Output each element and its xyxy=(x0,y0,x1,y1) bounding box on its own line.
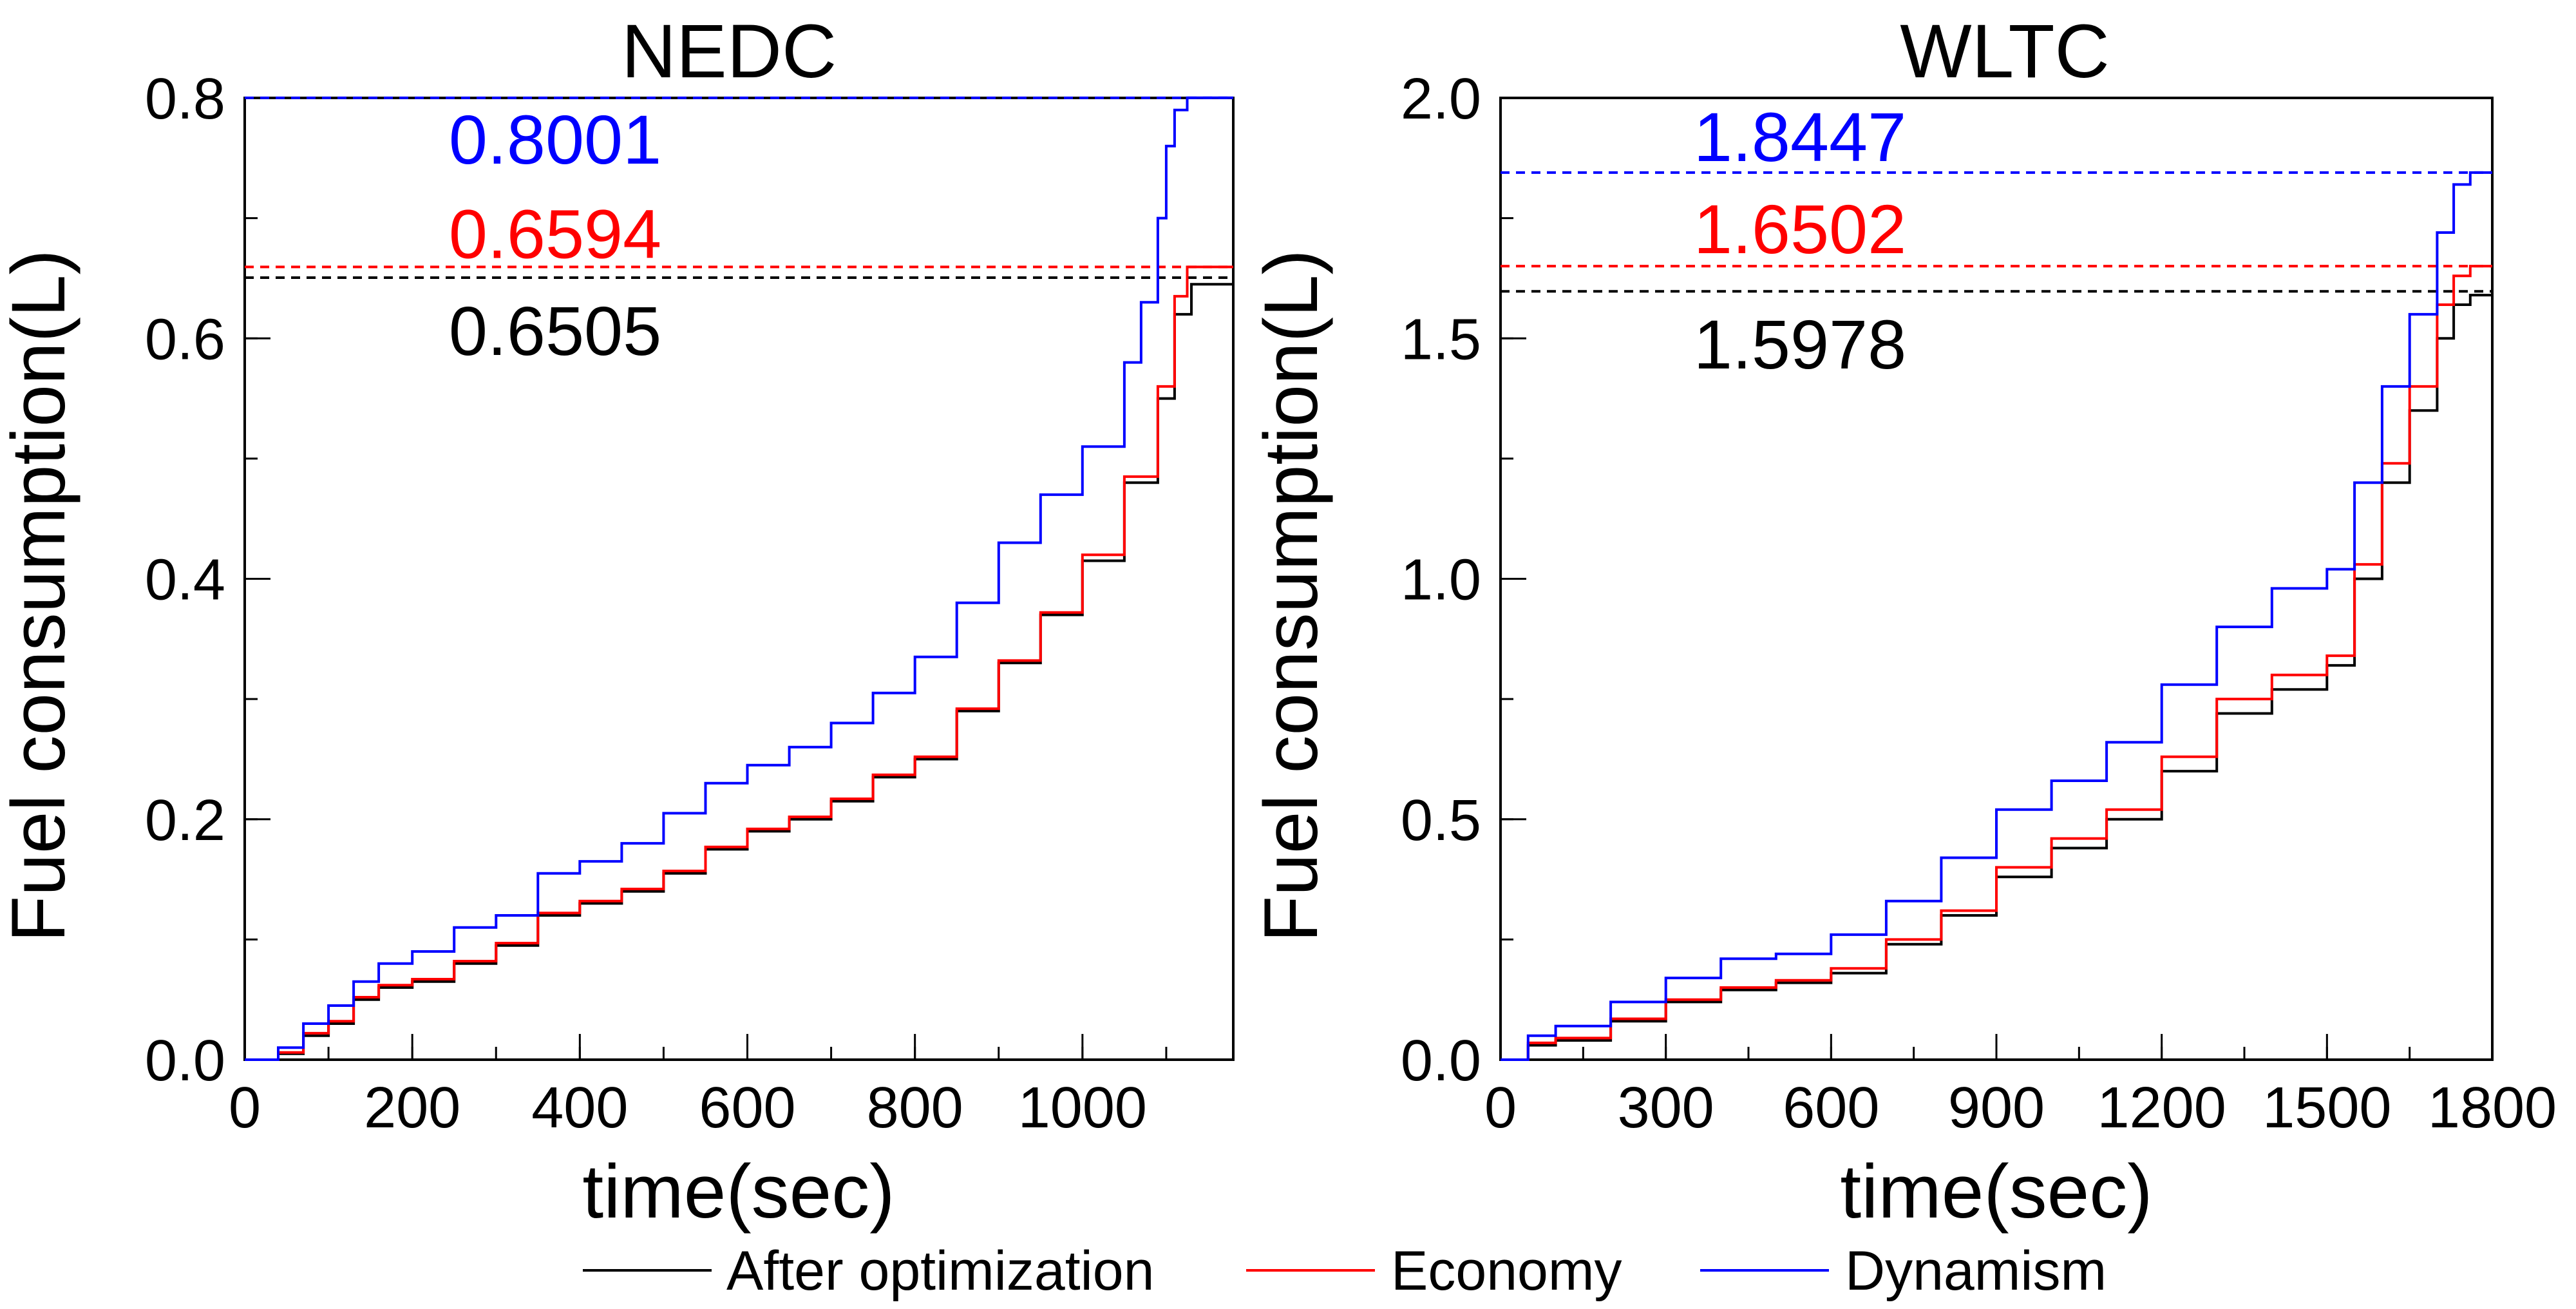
chart-title: NEDC xyxy=(621,9,837,94)
x-tick-label: 800 xyxy=(867,1076,963,1140)
chart-panel-nedc: NEDC time(sec) Fuel consumption(L) 0 200 4… xyxy=(0,9,1235,1234)
legend-label: After optimization xyxy=(726,1240,1154,1302)
x-tick-label: 900 xyxy=(1948,1076,2045,1140)
x-tick-label: 0 xyxy=(229,1076,261,1140)
y-tick-label: 0.0 xyxy=(1401,1029,1481,1093)
y-tick-label: 0.4 xyxy=(145,548,225,613)
x-axis-label: time(sec) xyxy=(582,1149,895,1234)
value-annotation: 0.8001 xyxy=(449,100,661,178)
y-tick-label: 0.2 xyxy=(145,788,225,853)
x-tick-label: 1000 xyxy=(1018,1076,1147,1140)
x-tick-label: 1800 xyxy=(2428,1076,2557,1140)
chart-panel-wltc: WLTC time(sec) Fuel consumption(L) 0 300 6… xyxy=(1249,9,2557,1234)
x-axis-label: time(sec) xyxy=(1840,1149,2152,1234)
value-annotation: 0.6505 xyxy=(449,292,661,370)
chart-title: WLTC xyxy=(1900,9,2110,94)
value-annotation: 1.6502 xyxy=(1694,190,1906,268)
y-tick-label: 2.0 xyxy=(1401,67,1481,131)
series-line-after-optimization xyxy=(1501,291,2494,1061)
x-tick-label: 400 xyxy=(531,1076,628,1140)
y-tick-label: 0.5 xyxy=(1401,788,1481,853)
x-tick-label: 1500 xyxy=(2262,1076,2391,1140)
value-annotation: 1.8447 xyxy=(1694,98,1906,176)
legend-label: Dynamism xyxy=(1845,1240,2107,1302)
legend-label: Economy xyxy=(1391,1240,1622,1302)
series-line-economy xyxy=(1501,265,2492,1061)
value-annotation: 0.6594 xyxy=(449,195,661,272)
value-annotation: 1.5978 xyxy=(1694,305,1906,383)
y-axis-label: Fuel consumption(L) xyxy=(0,249,81,942)
legend: After optimization Economy Dynamism xyxy=(583,1240,2107,1302)
y-tick-label: 0.0 xyxy=(145,1029,225,1093)
series-line-after-optimization xyxy=(245,278,1235,1061)
y-tick-label: 1.0 xyxy=(1401,548,1481,613)
x-tick-label: 1200 xyxy=(2098,1076,2226,1140)
y-tick-label: 1.5 xyxy=(1401,307,1481,372)
legend-entry-dynamism: Dynamism xyxy=(1700,1240,2107,1302)
y-tick-label: 0.6 xyxy=(145,307,225,372)
y-tick-label: 0.8 xyxy=(145,67,225,131)
plot-frame xyxy=(243,97,1235,1061)
x-tick-label: 0 xyxy=(1484,1076,1517,1140)
series-line-dynamism xyxy=(1501,171,2492,1061)
x-tick-label: 600 xyxy=(699,1076,795,1140)
y-axis-label: Fuel consumption(L) xyxy=(1249,249,1334,942)
legend-entry-economy: Economy xyxy=(1246,1240,1622,1302)
series-line-dynamism xyxy=(245,96,1233,1061)
series-line-economy xyxy=(245,265,1233,1061)
x-tick-label: 600 xyxy=(1783,1076,1879,1140)
legend-entry-after-optimization: After optimization xyxy=(583,1240,1154,1302)
x-tick-label: 300 xyxy=(1618,1076,1714,1140)
x-tick-label: 200 xyxy=(364,1076,460,1140)
